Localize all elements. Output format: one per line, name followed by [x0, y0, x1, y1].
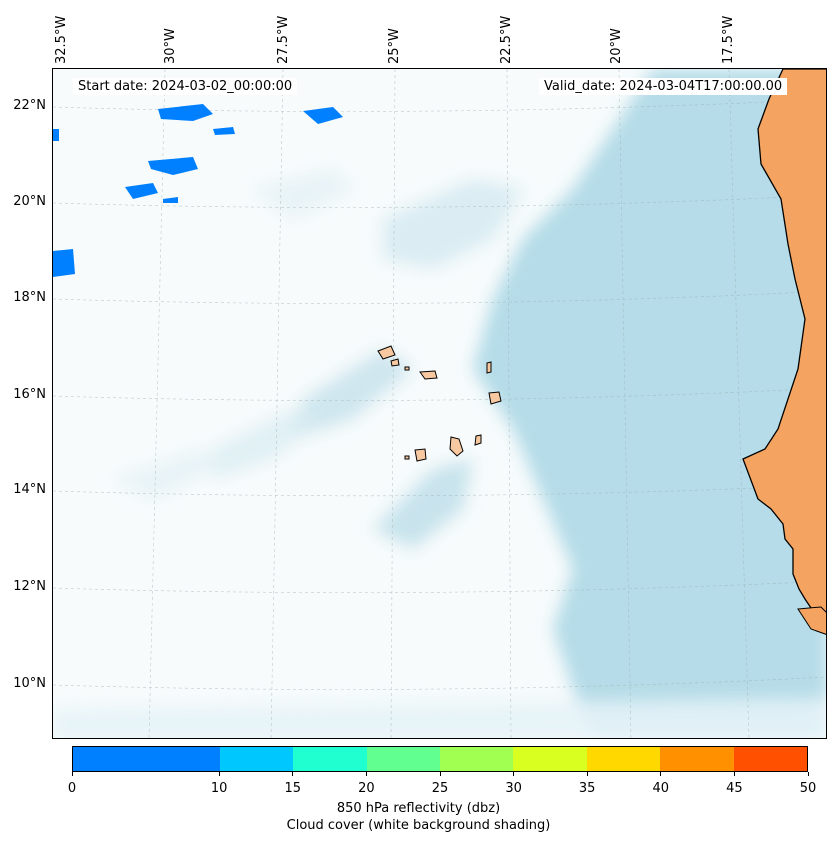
lon-label-17-5w: 17.5°W — [721, 15, 736, 64]
colorbar-tick-label: 15 — [284, 781, 302, 796]
lon-label-22-5w: 22.5°W — [499, 15, 514, 64]
lon-label-20w: 20°W — [609, 28, 624, 64]
colorbar-tick-label: 50 — [799, 781, 817, 796]
lon-label-32-5w: 32.5°W — [54, 15, 69, 64]
colorbar-tick — [733, 772, 735, 776]
colorbar-segment — [219, 747, 294, 771]
colorbar-tick — [439, 772, 441, 776]
lon-label-27-5w: 27.5°W — [276, 15, 291, 64]
graticule — [53, 69, 826, 738]
colorbar-segment — [586, 747, 661, 771]
lat-label-20n: 20°N — [13, 194, 46, 209]
colorbar-segment — [293, 747, 367, 771]
reflectivity-patches — [53, 104, 343, 277]
colorbar-tick-label: 25 — [431, 781, 449, 796]
colorbar-tick-label: 0 — [67, 781, 77, 796]
colorbar-segment — [366, 747, 441, 771]
colorbar-tick — [807, 772, 809, 776]
cloud-cover-shading — [53, 69, 826, 738]
colorbar — [72, 746, 808, 772]
valid-date-label: Valid_date: 2024-03-04T17:00:00.00 — [539, 78, 788, 95]
colorbar-segment — [513, 747, 587, 771]
colorbar-tick-label: 45 — [726, 781, 743, 796]
colorbar-tick — [292, 772, 294, 776]
colorbar-tick-label: 20 — [358, 781, 375, 796]
colorbar-tick-label: 30 — [505, 781, 522, 796]
lon-label-25w: 25°W — [387, 28, 402, 64]
colorbar-tick — [218, 772, 220, 776]
map-panel — [52, 68, 827, 739]
lat-label-16n: 16°N — [13, 387, 46, 402]
colorbar-tick — [365, 772, 367, 776]
colorbar-title-line1: 850 hPa reflectivity (dbz) — [336, 801, 501, 816]
colorbar-tick — [586, 772, 588, 776]
lat-label-14n: 14°N — [13, 482, 46, 497]
colorbar-tick-label: 10 — [210, 781, 228, 796]
map-canvas — [53, 69, 826, 738]
lon-label-30w: 30°W — [163, 28, 178, 64]
colorbar-segment — [733, 747, 808, 771]
colorbar-tick — [513, 772, 515, 776]
lat-label-22n: 22°N — [13, 98, 46, 113]
colorbar-tick-label: 40 — [652, 781, 670, 796]
colorbar-segment — [440, 747, 514, 771]
start-date-label: Start date: 2024-03-02_00:00:00 — [73, 78, 298, 95]
colorbar-segment — [660, 747, 734, 771]
colorbar-tick-label: 35 — [578, 781, 596, 796]
lat-label-10n: 10°N — [13, 676, 46, 691]
cape-verde-islands — [377, 345, 502, 462]
colorbar-title-line2: Cloud cover (white background shading) — [286, 818, 551, 833]
africa-land — [742, 69, 826, 635]
colorbar-tick — [71, 772, 73, 776]
colorbar-segment — [73, 747, 220, 771]
colorbar-tick — [660, 772, 662, 776]
lat-label-18n: 18°N — [13, 290, 46, 305]
lat-label-12n: 12°N — [13, 579, 46, 594]
